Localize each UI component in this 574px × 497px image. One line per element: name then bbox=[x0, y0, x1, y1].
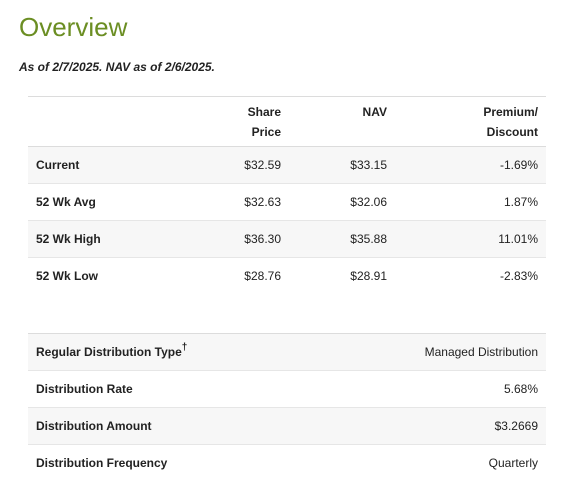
header-nav: NAV bbox=[289, 96, 395, 147]
dagger-footnote-mark: † bbox=[181, 342, 188, 353]
table-row: Current $32.59 $33.15 -1.69% bbox=[28, 146, 546, 184]
share-price-value: $32.63 bbox=[188, 183, 289, 221]
share-price-value: $32.59 bbox=[188, 146, 289, 184]
distribution-type-value: Managed Distribution bbox=[320, 333, 546, 371]
nav-value: $35.88 bbox=[289, 220, 395, 258]
table-header-row: Share Price NAV Premium/ Discount bbox=[28, 96, 546, 147]
distribution-amount-value: $3.2669 bbox=[320, 407, 546, 445]
as-of-date: As of 2/7/2025. NAV as of 2/6/2025. bbox=[19, 60, 215, 74]
distribution-type-text: Regular Distribution Type bbox=[36, 345, 182, 359]
nav-value: $33.15 bbox=[289, 146, 395, 184]
row-label: Current bbox=[28, 146, 188, 184]
premium-discount-value: 11.01% bbox=[395, 220, 546, 258]
header-share-price-line2: Price bbox=[251, 124, 281, 139]
share-price-value: $28.76 bbox=[244, 269, 281, 284]
header-blank bbox=[28, 96, 188, 147]
share-price-value: $36.30 bbox=[188, 220, 289, 258]
header-share-price-line1: Share bbox=[247, 104, 281, 119]
premium-discount-value: -1.69% bbox=[395, 146, 546, 184]
row-label: 52 Wk Low bbox=[36, 269, 99, 284]
distribution-rate-label: Distribution Rate bbox=[28, 370, 321, 408]
nav-value: $32.06 bbox=[289, 183, 395, 221]
table-row: Distribution Amount $3.2669 bbox=[28, 407, 546, 445]
table-row: 52 Wk Avg $32.63 $32.06 1.87% bbox=[28, 183, 546, 221]
premium-discount-value: 1.87% bbox=[395, 183, 546, 221]
page-title: Overview bbox=[19, 12, 128, 42]
header-premium-line2: Discount bbox=[486, 124, 538, 139]
header-share-price: Share Price bbox=[188, 96, 289, 147]
header-premium-discount: Premium/ Discount bbox=[395, 96, 546, 147]
distribution-rate-value: 5.68% bbox=[320, 370, 546, 408]
table-row: Regular Distribution Type† Managed Distr… bbox=[28, 333, 546, 371]
table-row: Distribution Rate 5.68% bbox=[28, 370, 546, 408]
header-nav-label: NAV bbox=[362, 104, 387, 119]
distribution-frequency-label: Distribution Frequency bbox=[28, 444, 321, 482]
table-row: 52 Wk Low $28.76 $28.91 -2.83% bbox=[28, 258, 546, 295]
row-label: 52 Wk High bbox=[28, 220, 188, 258]
row-label: 52 Wk Avg bbox=[28, 183, 188, 221]
distribution-frequency-value: Quarterly bbox=[320, 444, 546, 482]
price-performance-table: Share Price NAV Premium/ Discount Curren… bbox=[28, 96, 546, 295]
distribution-amount-label: Distribution Amount bbox=[28, 407, 321, 445]
table-row: 52 Wk High $36.30 $35.88 11.01% bbox=[28, 220, 546, 258]
distribution-table: Regular Distribution Type† Managed Distr… bbox=[28, 333, 546, 482]
nav-value: $28.91 bbox=[350, 269, 387, 284]
header-premium-line1: Premium/ bbox=[483, 104, 538, 119]
table-row: Distribution Frequency Quarterly bbox=[28, 444, 546, 482]
distribution-type-label: Regular Distribution Type† bbox=[28, 333, 321, 371]
premium-discount-value: -2.83% bbox=[499, 269, 538, 284]
